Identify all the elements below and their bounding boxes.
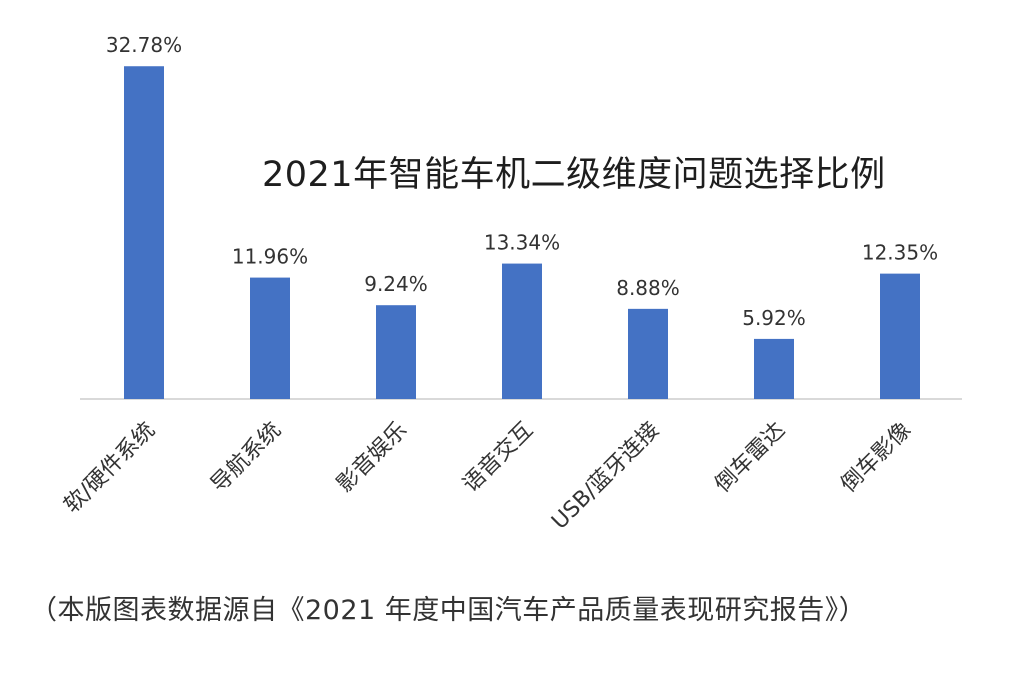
category-label: 语音交互 bbox=[458, 418, 538, 498]
category-label: 导航系统 bbox=[206, 418, 286, 498]
data-label: 9.24% bbox=[364, 272, 428, 296]
chart-title: 2021年智能车机二级维度问题选择比例 bbox=[262, 146, 886, 197]
data-label: 5.92% bbox=[742, 306, 806, 330]
data-label: 13.34% bbox=[484, 231, 560, 255]
category-label: 倒车雷达 bbox=[710, 418, 790, 498]
data-label: 32.78% bbox=[106, 33, 182, 57]
category-label: USB/蓝牙连接 bbox=[547, 418, 664, 535]
source-note: （本版图表数据源自《2021 年度中国汽车产品质量表现研究报告》） bbox=[30, 588, 866, 627]
bar bbox=[376, 305, 416, 399]
data-label: 8.88% bbox=[616, 276, 680, 300]
bar bbox=[502, 264, 542, 399]
bar bbox=[628, 309, 668, 399]
category-label: 影音娱乐 bbox=[332, 418, 412, 498]
bar bbox=[880, 274, 920, 399]
data-label: 12.35% bbox=[862, 241, 938, 265]
bar bbox=[124, 66, 164, 399]
bar bbox=[250, 278, 290, 399]
bar bbox=[754, 339, 794, 399]
category-label: 倒车影像 bbox=[836, 418, 916, 498]
data-label: 11.96% bbox=[232, 245, 308, 269]
category-label: 软/硬件系统 bbox=[60, 418, 161, 519]
